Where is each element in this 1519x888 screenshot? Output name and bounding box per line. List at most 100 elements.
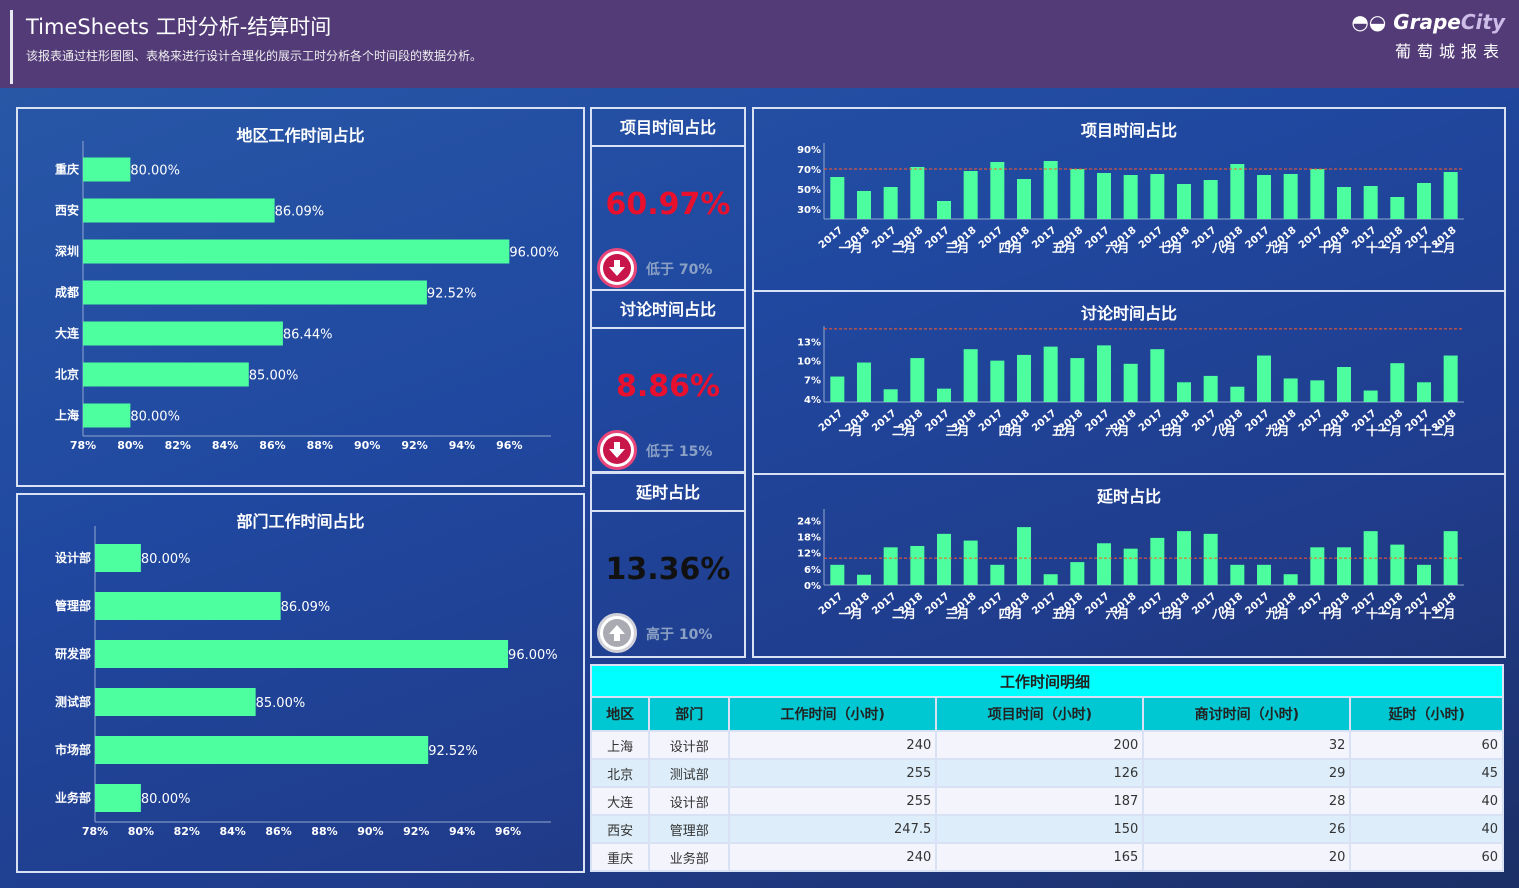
table-cell: 29 <box>1142 758 1352 788</box>
bar <box>1070 562 1085 585</box>
kpi-delay-panel: 延时占比 13.36% 高于 10% <box>590 472 746 658</box>
bar <box>1390 544 1405 585</box>
month-label: 九月 <box>1264 240 1289 255</box>
bar <box>1337 367 1351 402</box>
bar <box>1283 378 1298 402</box>
x-tick-label: 88% <box>307 439 333 452</box>
dept-chart-title: 部门工作时间占比 <box>236 512 365 531</box>
month-label: 七月 <box>1159 424 1183 438</box>
page-header: TimeSheets 工时分析-结算时间 该报表通过柱形图图、表格来进行设计合理… <box>0 0 1519 88</box>
data-label: 86.09% <box>275 205 325 220</box>
table-row: 上海 设计部 240 200 32 60 <box>589 730 1504 760</box>
table-cell: 管理部 <box>648 814 731 844</box>
x-tick-label: 84% <box>220 825 246 838</box>
month-label: 三月 <box>945 241 969 255</box>
bar <box>830 177 845 219</box>
bar <box>910 167 925 219</box>
x-tick-label: 94% <box>449 439 475 452</box>
discussion-monthly-chart: 4%7%10%13%201720182017201820172018201720… <box>797 326 1464 438</box>
month-label: 七月 <box>1159 607 1183 621</box>
data-label: 80.00% <box>141 552 191 567</box>
bar <box>937 533 951 585</box>
bar <box>1070 169 1085 219</box>
y-tick-label: 12% <box>797 549 821 560</box>
bar <box>83 198 275 223</box>
table-cell: 150 <box>935 814 1145 844</box>
table-cell: 测试部 <box>648 758 731 788</box>
bar <box>1203 180 1218 219</box>
logo-chinese-text: 葡萄城报表 <box>1394 42 1505 61</box>
month-label: 十月 <box>1319 423 1343 438</box>
bar <box>1097 173 1111 219</box>
x-tick-label: 80% <box>117 439 143 452</box>
table-header-row: 地区 部门 工作时间（小时) 项目时间（小时) 商讨时间（小时) 延时（小时) <box>589 696 1504 732</box>
bar <box>83 321 283 346</box>
bar <box>1017 179 1031 219</box>
month-label: 二月 <box>892 424 916 438</box>
bar <box>1230 386 1245 402</box>
table-cell: 西安 <box>589 814 651 844</box>
table-cell: 26 <box>1142 814 1352 844</box>
x-tick-label: 82% <box>165 439 191 452</box>
table-cell: 126 <box>935 758 1145 788</box>
region-chart-panel: 地区工作时间占比 重庆 80.00% 西安 86.09% 深圳 96.00% 成都 92.52… <box>16 107 585 487</box>
table-cell: 60 <box>1349 842 1504 872</box>
bar <box>1017 527 1031 585</box>
logo-glasses-icon: ◓◒ <box>1351 10 1394 34</box>
table-cell: 240 <box>728 842 938 872</box>
bar <box>1310 380 1325 402</box>
y-tick-label: 70% <box>797 165 821 176</box>
bar <box>1283 174 1298 219</box>
month-label: 十一月 <box>1366 240 1402 255</box>
x-tick-label: 86% <box>259 439 285 452</box>
table-cell: 240 <box>728 730 938 760</box>
page-subtitle: 该报表通过柱形图图、表格来进行设计合理化的展示工时分析各个时间段的数据分析。 <box>26 49 483 63</box>
bar <box>1283 574 1298 585</box>
data-label: 80.00% <box>130 164 180 179</box>
x-tick-label: 86% <box>265 825 291 838</box>
x-tick-label: 82% <box>174 825 200 838</box>
bar <box>1123 363 1138 402</box>
column-header: 部门 <box>648 696 731 732</box>
bar <box>1177 382 1191 402</box>
month-label: 九月 <box>1264 423 1289 438</box>
data-label: 92.52% <box>428 744 478 759</box>
kpi-discussion-value: 8.86% <box>615 369 721 404</box>
category-label: 设计部 <box>55 550 91 565</box>
bar <box>910 358 925 402</box>
detail-table: 工作时间明细 地区 部门 工作时间（小时) 项目时间（小时) 商讨时间（小时) … <box>589 664 1504 872</box>
bar <box>990 162 1005 219</box>
kpi-delay-title: 延时占比 <box>592 474 744 512</box>
arrow-down-icon <box>597 430 637 470</box>
bar <box>1337 547 1351 585</box>
x-tick-label: 78% <box>82 825 108 838</box>
delay-monthly-chart: 0%6%12%18%24%201720182017201820172018201… <box>797 509 1464 621</box>
logo-text-city: City <box>1460 10 1505 34</box>
data-label: 80.00% <box>141 792 191 807</box>
data-label: 92.52% <box>427 287 477 302</box>
bar <box>857 191 871 219</box>
y-tick-label: 50% <box>797 185 821 196</box>
month-label: 十月 <box>1319 606 1343 621</box>
bar <box>1443 355 1458 402</box>
y-tick-label: 4% <box>804 395 821 406</box>
month-label: 十一月 <box>1366 606 1402 621</box>
bar <box>1150 349 1165 402</box>
bar <box>910 545 925 585</box>
y-tick-label: 0% <box>804 581 821 592</box>
category-label: 重庆 <box>55 162 79 177</box>
discussion-chart-title: 讨论时间占比 <box>1080 304 1177 323</box>
table-cell: 北京 <box>589 758 651 788</box>
bar <box>1443 172 1458 219</box>
data-label: 85.00% <box>256 696 306 711</box>
category-label: 北京 <box>55 367 79 382</box>
table-caption: 工作时间明细 <box>590 664 1504 698</box>
table-cell: 60 <box>1349 730 1504 760</box>
kpi-project-note: 低于 70% <box>646 262 713 278</box>
y-tick-label: 24% <box>797 516 821 527</box>
month-label: 八月 <box>1211 424 1236 438</box>
month-label: 五月 <box>1052 607 1076 621</box>
category-label: 管理部 <box>55 598 91 613</box>
bar <box>937 201 951 219</box>
table-row: 大连 设计部 255 187 28 40 <box>589 786 1504 816</box>
